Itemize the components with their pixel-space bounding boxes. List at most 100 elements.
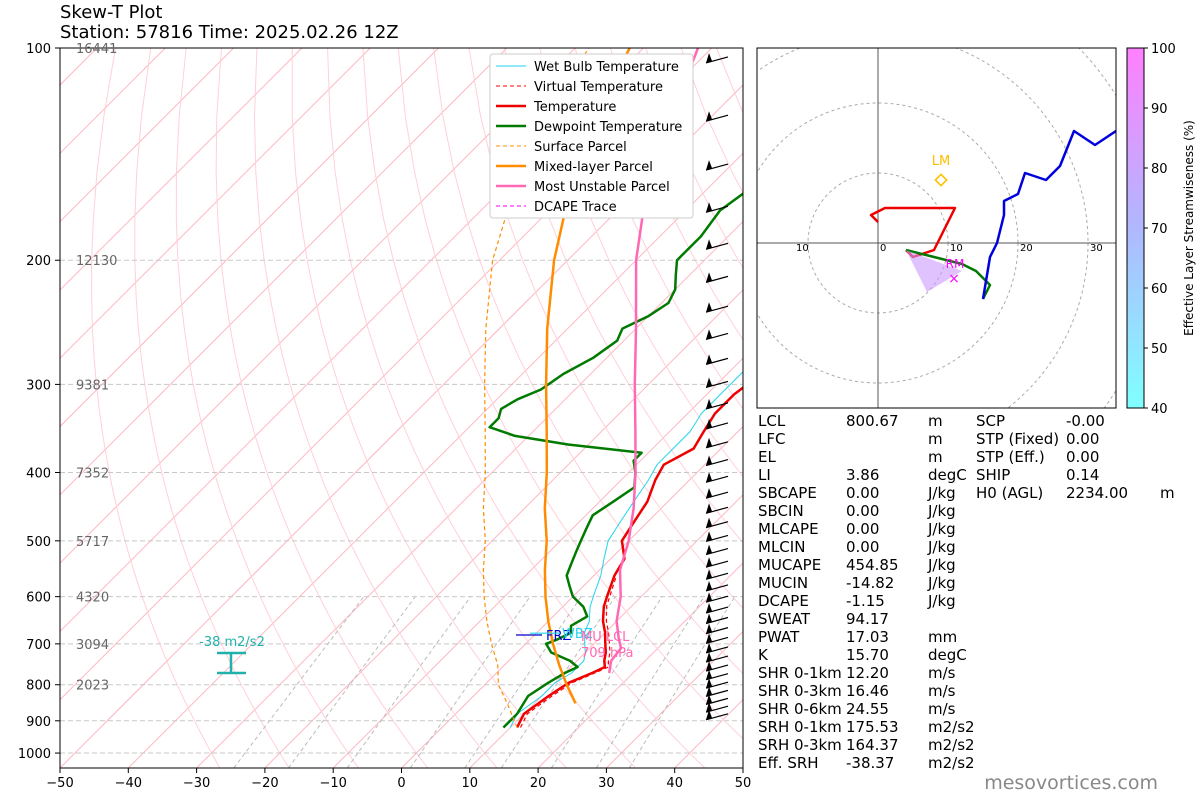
wind-barb-flag [706,488,712,499]
wind-barb [705,616,729,625]
index2-value: 0.00 [1066,448,1100,466]
index-name: DCAPE [758,592,809,610]
index-unit: J/kg [928,556,956,574]
index-value: 94.17 [846,610,889,628]
wind-barb-flag [706,642,712,653]
index2-name: SHIP [976,466,1011,484]
wind-barb [705,114,729,122]
x-tick-label: 0 [397,776,405,791]
wind-barb-flag [706,302,712,313]
index-name: MLCIN [758,538,806,556]
y-tick-label: 1000 [18,747,51,762]
index-name: SWEAT [758,610,811,628]
height-label: 5717 [76,535,109,550]
index-unit: m [928,430,943,448]
wind-barb [705,305,729,313]
eff-srh-label: -38 m2/s2 [199,635,265,650]
wind-barb [705,673,729,681]
left-mover-marker [934,173,948,187]
wind-barb [705,664,729,672]
wind-barb-flag [706,354,712,365]
index-value: -38.37 [846,754,895,772]
y-tick-label: 100 [26,42,51,57]
plot-area [60,48,743,768]
chart-title: Skew-T Plot [60,2,163,23]
hodo-frame [756,47,1117,409]
index2-unit: m [1160,484,1175,502]
wind-barb [705,357,729,365]
index-value: 800.67 [846,412,899,430]
index2-name: STP (Fixed) [976,430,1060,448]
wind-barb [705,689,729,697]
height-label: 12130 [76,254,117,269]
wind-barb [705,705,729,713]
index-unit: degC [928,646,967,664]
dry-adiabat [175,48,359,768]
index-name: K [758,646,768,664]
series-temperature [515,386,743,729]
index-name: SHR 0-1km [758,664,842,682]
mixing-ratio-line [233,596,365,768]
dry-adiabat [503,48,743,544]
index-name: SHR 0-3km [758,682,842,700]
colorbar-label: Effective Layer Streamwiseness (%) [1182,120,1196,336]
mixing-ratio-line [409,596,531,768]
left-mover-label: LM [932,154,950,169]
y-tick-label: 900 [26,715,51,730]
wind-barb [705,646,729,654]
x-tick-label: −50 [46,776,73,791]
wind-barb [705,275,729,283]
index2-name: SCP [976,412,1006,430]
isotherm [537,562,743,768]
y-tick-label: 300 [26,378,51,393]
mu-lcl-pressure: 709 hPa [581,646,633,661]
wind-barb-flag [706,272,712,283]
index-unit: m2/s2 [928,736,975,754]
hodo-ring-label: 10 [796,243,809,254]
hodograph: 201001020304050LM×RM405060708090100Effec… [756,42,1196,417]
legend-label: Surface Parcel [534,140,627,155]
wind-barb-flag [706,377,712,388]
index2-value: 0.14 [1066,466,1100,484]
indices-table: LCL 800.67 m LFC m EL m LI 3.86 degC SBCAPE 0.00 J/k… [758,412,1178,782]
series-most-unstable-parcel [607,48,700,674]
height-label: 16441 [76,42,117,57]
wind-barb [705,380,729,389]
right-mover-marker: × [948,271,960,287]
dry-adiabat [397,48,743,740]
hodo-ring-label: 10 [950,243,963,254]
dry-adiabat [539,48,743,478]
credit-text: mesovortices.com [984,772,1158,794]
dry-adiabat [291,48,567,768]
wind-barb-flag [706,239,712,250]
wind-barb-flag [706,398,712,409]
wind-barb [705,681,729,689]
index2-value: -0.00 [1066,412,1105,430]
legend-box [489,53,694,219]
colorbar-tick-label: 90 [1151,102,1168,117]
index-name: SBCAPE [758,484,817,502]
index-unit: m [928,412,943,430]
index-unit: degC [928,466,967,484]
wind-barb-flag [706,472,712,483]
isotherm [60,48,576,564]
wind-barb [705,422,729,430]
index-value: 0.00 [846,484,880,502]
x-tick-label: 30 [598,776,615,791]
index-value: 0.00 [846,538,880,556]
index-value: -14.82 [846,574,895,592]
index-value: 0.00 [846,520,880,538]
index-unit: m2/s2 [928,754,975,772]
index-value: 17.03 [846,628,889,646]
index-name: LI [758,466,771,484]
right-mover-label: RM [946,257,965,271]
wind-barb-flag [706,544,712,555]
chart-subtitle: Station: 57816 Time: 2025.02.26 12Z [60,22,399,43]
index2-value: 0.00 [1066,430,1100,448]
wind-barb [705,697,729,705]
index-value: 454.85 [846,556,899,574]
index-unit: m [928,448,943,466]
hodo-ring-label: 20 [1020,243,1033,254]
y-tick-label: 200 [26,254,51,269]
wind-barb [705,548,729,556]
